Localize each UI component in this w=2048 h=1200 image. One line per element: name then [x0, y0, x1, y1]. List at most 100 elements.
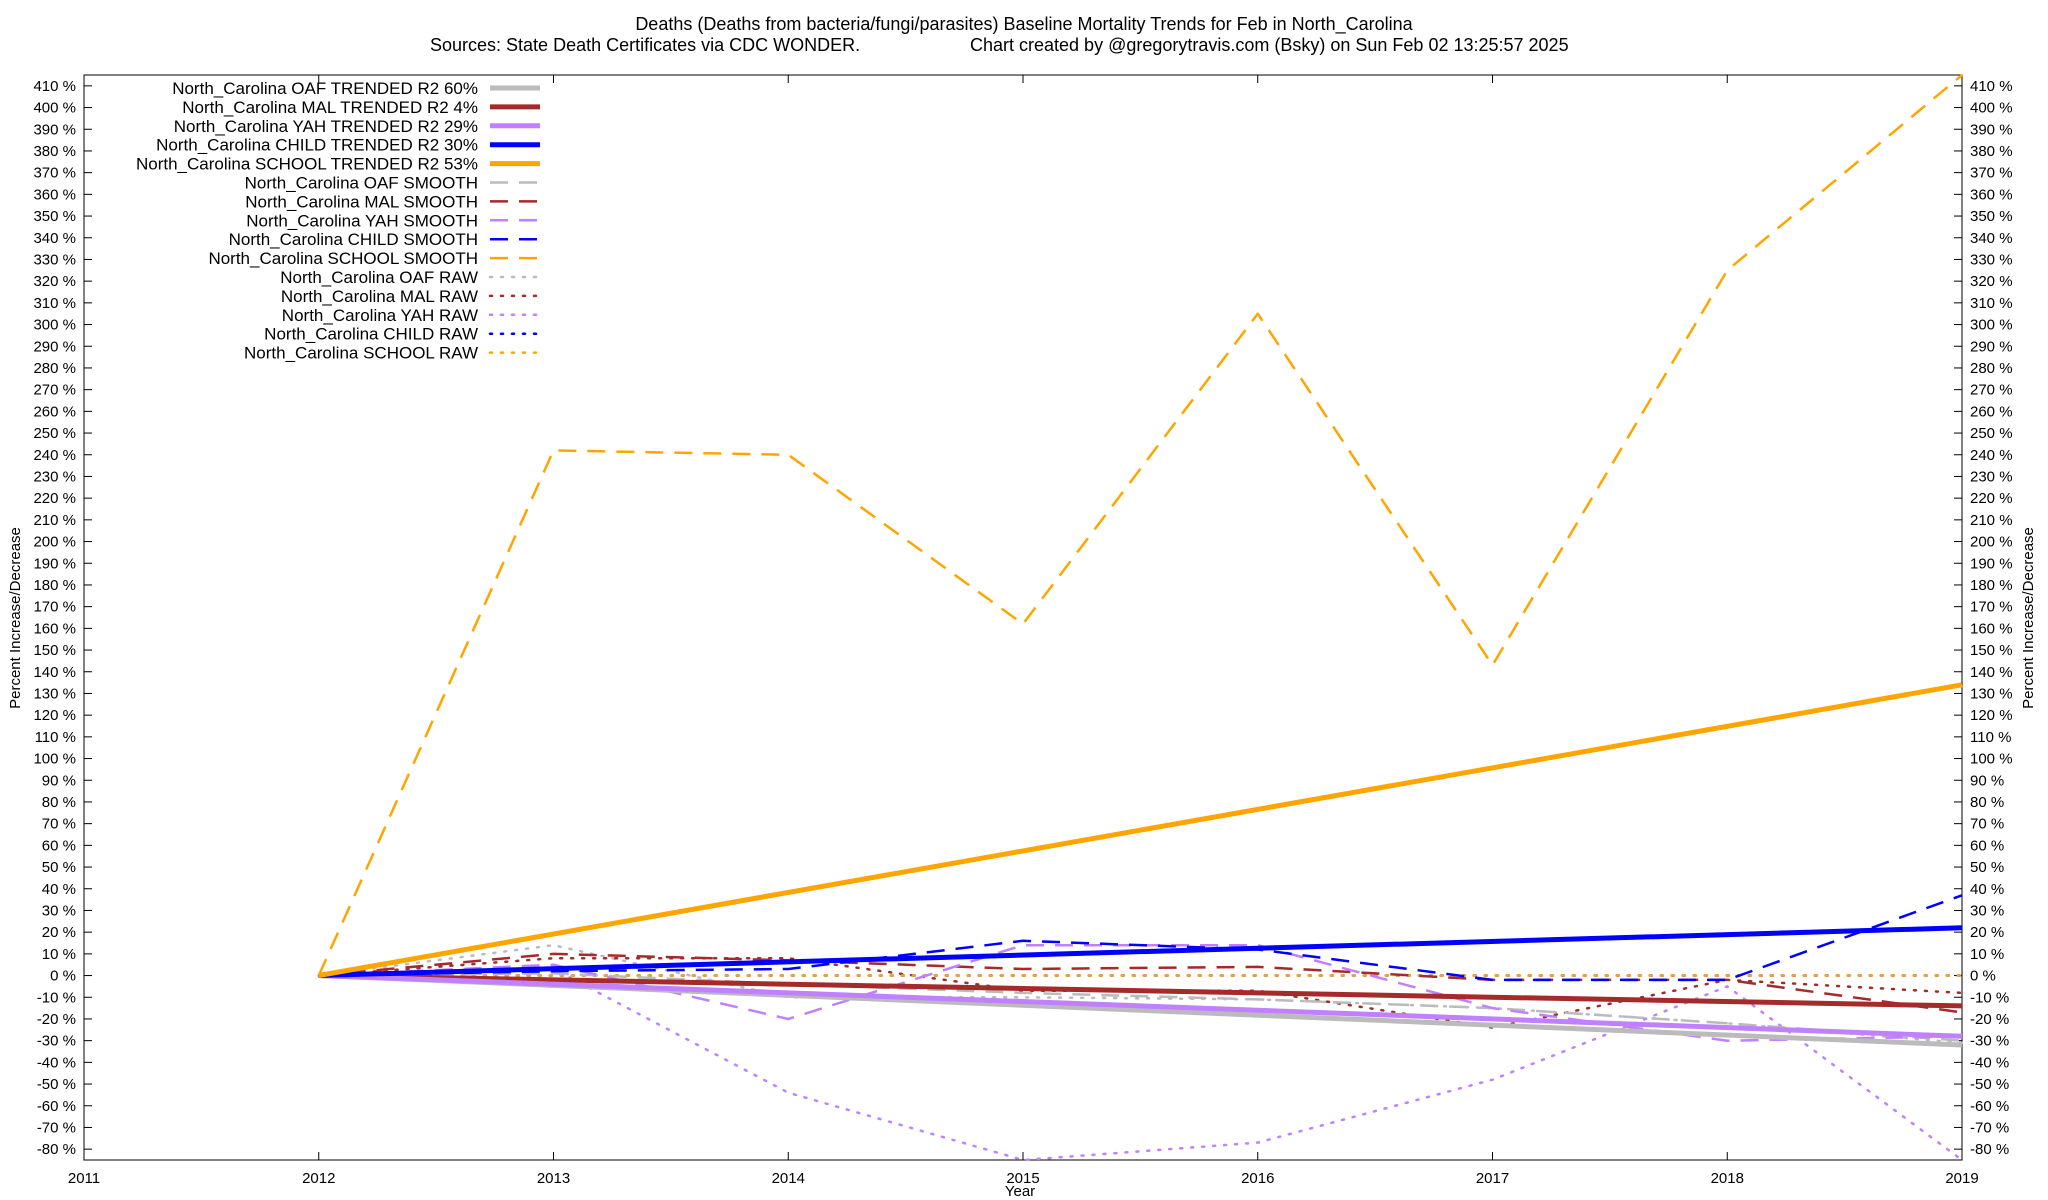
y-tick-label-left: 180 %: [33, 577, 76, 594]
y-tick-label-right: 310 %: [1970, 295, 2013, 312]
y-tick-label-left: 80 %: [42, 794, 76, 811]
y-tick-label-left: 250 %: [33, 425, 76, 442]
y-tick-label-left: 230 %: [33, 468, 76, 485]
series-line-north-carolina-yah-raw: [317, 967, 1964, 1162]
y-tick-label-right: 120 %: [1970, 707, 2013, 724]
y-tick-label-left: 0 %: [50, 968, 76, 985]
y-tick-label-right: 130 %: [1970, 685, 2013, 702]
x-tick-label: 2012: [302, 1170, 335, 1187]
y-tick-label-left: 50 %: [42, 859, 76, 876]
legend-label: North_Carolina SCHOOL RAW: [244, 344, 478, 363]
y-tick-label-left: 100 %: [33, 751, 76, 768]
legend-label: North_Carolina YAH RAW: [282, 306, 478, 325]
y-tick-label-left: 310 %: [33, 295, 76, 312]
tick-labels: -80 % -80 % -70 % -70 % -60 % -60 % -50 % -50 %…: [33, 78, 2012, 1187]
y-tick-label-right: 90 %: [1970, 772, 2004, 789]
x-tick-label: 2013: [537, 1170, 570, 1187]
series-line-north-carolina-mal-trended-r2-4: [318, 973, 1963, 1009]
y-tick-label-left: 200 %: [33, 534, 76, 551]
y-tick-label-left: -30 %: [37, 1033, 76, 1050]
y-tick-label-left: 120 %: [33, 707, 76, 724]
y-tick-label-right: 400 %: [1970, 100, 2013, 117]
legend-label: North_Carolina OAF SMOOTH: [245, 174, 478, 193]
y-tick-label-left: 220 %: [33, 490, 76, 507]
legend-label: North_Carolina CHILD TRENDED R2 30%: [156, 136, 478, 155]
legend-label: North_Carolina MAL RAW: [281, 287, 478, 306]
chart-source: Sources: State Death Certificates via CD…: [430, 35, 860, 55]
legend-label: North_Carolina YAH SMOOTH: [246, 211, 478, 230]
y-tick-label-right: 210 %: [1970, 512, 2013, 529]
y-tick-label-right: 40 %: [1970, 881, 2004, 898]
x-tick-label: 2019: [1945, 1170, 1978, 1187]
y-tick-label-right: 340 %: [1970, 230, 2013, 247]
y-tick-label-right: 110 %: [1970, 729, 2011, 746]
legend-label: North_Carolina MAL TRENDED R2 4%: [182, 98, 478, 117]
y-axis-label-left: Percent Increase/Decrease: [7, 527, 24, 709]
y-tick-label-right: 350 %: [1970, 208, 2013, 225]
y-tick-label-left: 340 %: [33, 230, 76, 247]
chart-title: Deaths (Deaths from bacteria/fungi/paras…: [635, 14, 1413, 35]
y-tick-label-left: 160 %: [33, 620, 76, 637]
legend: North_Carolina OAF TRENDED R2 60%North_C…: [136, 79, 542, 363]
y-tick-label-right: -20 %: [1970, 1011, 2009, 1028]
x-tick-label: 2016: [1241, 1170, 1274, 1187]
y-tick-label-right: 180 %: [1970, 577, 2013, 594]
legend-label: North_Carolina MAL SMOOTH: [245, 192, 478, 211]
y-tick-label-right: 70 %: [1970, 816, 2004, 833]
y-tick-label-right: 160 %: [1970, 620, 2013, 637]
y-tick-label-left: 10 %: [42, 946, 76, 963]
y-tick-label-left: 70 %: [42, 816, 76, 833]
y-tick-label-right: -70 %: [1970, 1119, 2009, 1136]
y-tick-label-left: -50 %: [37, 1076, 76, 1093]
legend-label: North_Carolina OAF RAW: [280, 268, 478, 287]
y-tick-label-left: 290 %: [33, 338, 76, 355]
y-tick-label-right: -80 %: [1970, 1141, 2009, 1158]
y-tick-label-right: -60 %: [1970, 1098, 2009, 1115]
legend-label: North_Carolina CHILD SMOOTH: [229, 230, 478, 249]
y-tick-label-right: 280 %: [1970, 360, 2013, 377]
y-tick-label-right: 190 %: [1970, 555, 2013, 572]
y-tick-label-left: 190 %: [33, 555, 76, 572]
y-tick-label-right: 60 %: [1970, 837, 2004, 854]
y-tick-label-right: 390 %: [1970, 121, 2013, 138]
series-line-north-carolina-school-smooth: [317, 74, 1963, 977]
legend-label: North_Carolina OAF TRENDED R2 60%: [172, 79, 478, 98]
y-tick-label-left: 150 %: [33, 642, 76, 659]
y-tick-label-right: -10 %: [1970, 989, 2009, 1006]
y-tick-label-left: 140 %: [33, 664, 76, 681]
legend-label: North_Carolina SCHOOL TRENDED R2 53%: [136, 155, 478, 174]
y-tick-label-left: 370 %: [33, 165, 76, 182]
y-tick-label-right: 100 %: [1970, 751, 2013, 768]
y-tick-label-left: -20 %: [37, 1011, 76, 1028]
y-tick-label-left: 260 %: [33, 403, 76, 420]
y-tick-label-left: 60 %: [42, 837, 76, 854]
y-axis-label-right: Percent Increase/Decrease: [2020, 527, 2037, 709]
y-tick-label-left: 210 %: [33, 512, 76, 529]
y-tick-label-right: 80 %: [1970, 794, 2004, 811]
y-tick-label-left: 30 %: [42, 902, 76, 919]
legend-label: North_Carolina CHILD RAW: [264, 325, 478, 344]
y-tick-label-right: 290 %: [1970, 338, 2013, 355]
y-tick-label-right: 200 %: [1970, 534, 2013, 551]
y-tick-label-right: 260 %: [1970, 403, 2013, 420]
y-tick-label-left: -60 %: [37, 1098, 76, 1115]
y-tick-label-right: 240 %: [1970, 447, 2013, 464]
x-tick-label: 2018: [1711, 1170, 1744, 1187]
y-tick-label-right: 0 %: [1970, 968, 1996, 985]
y-tick-label-left: 330 %: [33, 251, 76, 268]
y-tick-label-right: 220 %: [1970, 490, 2013, 507]
y-tick-label-right: 230 %: [1970, 468, 2013, 485]
y-tick-label-right: 10 %: [1970, 946, 2004, 963]
y-tick-label-left: 110 %: [35, 729, 76, 746]
y-tick-label-right: 50 %: [1970, 859, 2004, 876]
y-tick-label-left: 280 %: [33, 360, 76, 377]
x-axis-label: Year: [1005, 1183, 1035, 1200]
y-tick-label-left: -10 %: [37, 989, 76, 1006]
y-tick-label-left: 90 %: [42, 772, 76, 789]
y-tick-label-right: 150 %: [1970, 642, 2013, 659]
y-tick-label-right: -40 %: [1970, 1054, 2009, 1071]
x-tick-label: 2011: [68, 1170, 100, 1187]
y-tick-label-right: -50 %: [1970, 1076, 2009, 1093]
y-tick-label-left: 410 %: [33, 78, 76, 95]
series-lines: [317, 74, 1964, 1162]
